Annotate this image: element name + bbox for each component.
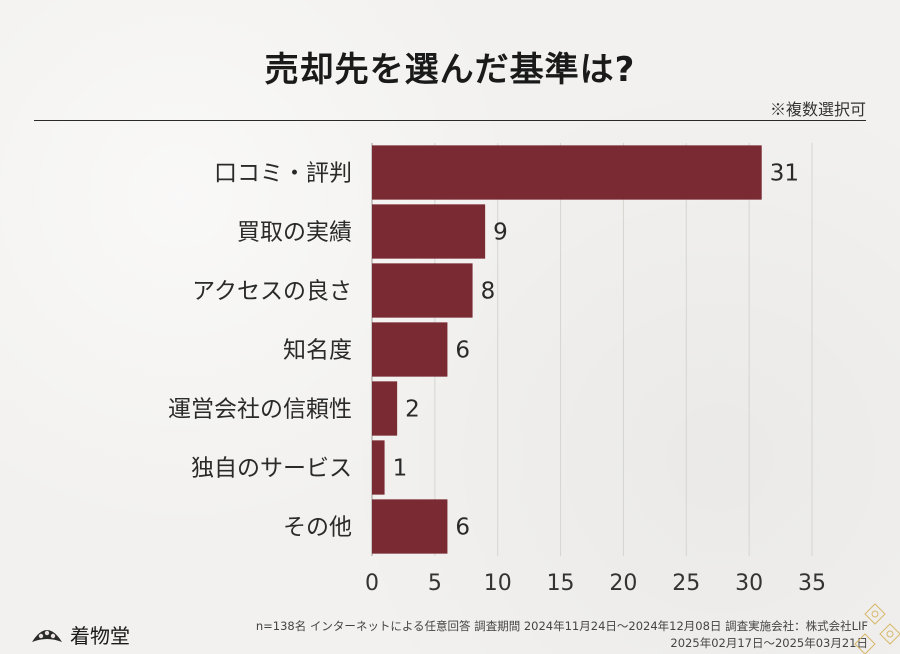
multiple-choice-note: ※複数選択可 xyxy=(769,100,866,119)
category-label: 運営会社の信頼性 xyxy=(168,397,352,423)
footnote-line-1: n=138名 インターネットによる任意回答 調査期間 2024年11月24日〜2… xyxy=(255,619,868,633)
bar xyxy=(372,381,398,436)
x-tick-label: 35 xyxy=(798,571,826,596)
category-label: 知名度 xyxy=(283,338,352,364)
x-tick-label: 30 xyxy=(735,571,763,596)
data-label: 8 xyxy=(481,279,496,305)
category-label: 買取の実績 xyxy=(237,220,352,246)
bar xyxy=(372,322,448,377)
brand-name: 着物堂 xyxy=(70,624,130,648)
data-label: 9 xyxy=(493,220,508,246)
fan-icon xyxy=(32,629,62,642)
data-label: 6 xyxy=(455,515,470,541)
title-divider xyxy=(34,120,866,121)
x-tick-label: 20 xyxy=(609,571,637,596)
data-label: 31 xyxy=(770,161,799,187)
bar xyxy=(372,263,473,318)
x-tick-label: 0 xyxy=(365,571,379,596)
data-label: 2 xyxy=(405,397,420,423)
bar xyxy=(372,440,385,495)
category-label: アクセスの良さ xyxy=(192,279,352,305)
data-label: 6 xyxy=(455,338,470,364)
bar xyxy=(372,499,448,554)
x-tick-label: 25 xyxy=(672,571,700,596)
category-label: その他 xyxy=(283,515,352,541)
footnote-line-2: 2025年02月17日〜2025年03月21日 xyxy=(670,636,868,650)
survey-footnote: n=138名 インターネットによる任意回答 調査期間 2024年11月24日〜2… xyxy=(168,618,868,652)
brand-logo: 着物堂 xyxy=(30,620,130,649)
x-tick-label: 15 xyxy=(547,571,575,596)
category-label: 独自のサービス xyxy=(191,456,352,482)
bar xyxy=(372,145,762,200)
data-label: 1 xyxy=(393,456,408,482)
bar xyxy=(372,204,486,259)
category-label: 口コミ・評判 xyxy=(214,161,352,187)
x-tick-label: 5 xyxy=(428,571,442,596)
chart-title: 売却先を選んだ基準は? xyxy=(264,50,636,90)
corner-decoration xyxy=(830,594,900,654)
x-tick-label: 10 xyxy=(484,571,512,596)
flower-pattern-icon xyxy=(854,603,900,654)
